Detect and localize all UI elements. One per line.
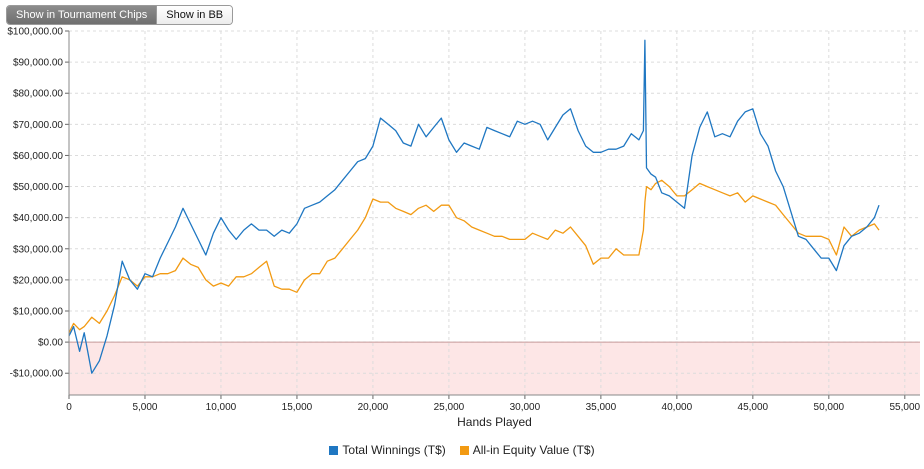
x-tick-label: 20,000 xyxy=(358,402,389,413)
x-tick-label: 55,000 xyxy=(890,402,921,413)
legend-item-total-winnings[interactable]: Total Winnings (T$) xyxy=(329,443,446,457)
plot-background xyxy=(69,31,920,395)
legend-item-all-in-equity[interactable]: All-in Equity Value (T$) xyxy=(459,443,595,457)
y-tick-label: $20,000.00 xyxy=(13,275,63,286)
show-in-tournament-chips-button[interactable]: Show in Tournament Chips xyxy=(7,6,157,24)
show-in-bb-button[interactable]: Show in BB xyxy=(156,6,233,24)
y-tick-label: $70,000.00 xyxy=(13,120,63,131)
y-tick-label: $90,000.00 xyxy=(13,58,63,69)
y-tick-label: $10,000.00 xyxy=(13,307,63,318)
legend-swatch-total-winnings xyxy=(329,445,339,455)
negative-region xyxy=(69,342,920,395)
x-tick-label: 0 xyxy=(66,402,72,413)
x-tick-label: 5,000 xyxy=(132,402,157,413)
axes: 0 5,000 10,000 15,000 20,000 25,000 30,000 35,0… xyxy=(7,27,920,414)
legend-label-total-winnings: Total Winnings (T$) xyxy=(342,443,446,457)
x-tick-label: 40,000 xyxy=(662,402,693,413)
series-line-total-winnings-t xyxy=(68,39,880,374)
y-tick-label: $0.00 xyxy=(38,338,63,349)
series-layer xyxy=(68,39,880,374)
x-tick-label: 25,000 xyxy=(434,402,465,413)
y-tick-label: $50,000.00 xyxy=(13,182,63,193)
unit-toggle-group: Show in Tournament Chips Show in BB xyxy=(6,5,234,25)
series-line-all-in-equity-value-t xyxy=(68,179,880,334)
plot-area xyxy=(69,31,920,395)
y-tick-label: $40,000.00 xyxy=(13,213,63,224)
y-tick-label: $30,000.00 xyxy=(13,244,63,255)
x-tick-label: 45,000 xyxy=(738,402,769,413)
x-tick-label: 15,000 xyxy=(282,402,313,413)
x-tick-label: 50,000 xyxy=(814,402,845,413)
x-tick-label: 10,000 xyxy=(206,402,237,413)
y-tick-label: $60,000.00 xyxy=(13,151,63,162)
x-tick-label: 30,000 xyxy=(510,402,541,413)
y-tick-label: $100,000.00 xyxy=(7,27,63,38)
legend: Total Winnings (T$) All-in Equity Value … xyxy=(0,443,924,457)
y-tick-label: -$10,000.00 xyxy=(10,369,64,380)
x-axis-title: Hands Played xyxy=(457,415,532,429)
grid-lines xyxy=(68,30,920,395)
x-tick-label: 35,000 xyxy=(586,402,617,413)
legend-label-all-in-equity: All-in Equity Value (T$) xyxy=(472,443,595,457)
legend-swatch-all-in-equity xyxy=(459,445,469,455)
y-tick-label: $80,000.00 xyxy=(13,89,63,100)
